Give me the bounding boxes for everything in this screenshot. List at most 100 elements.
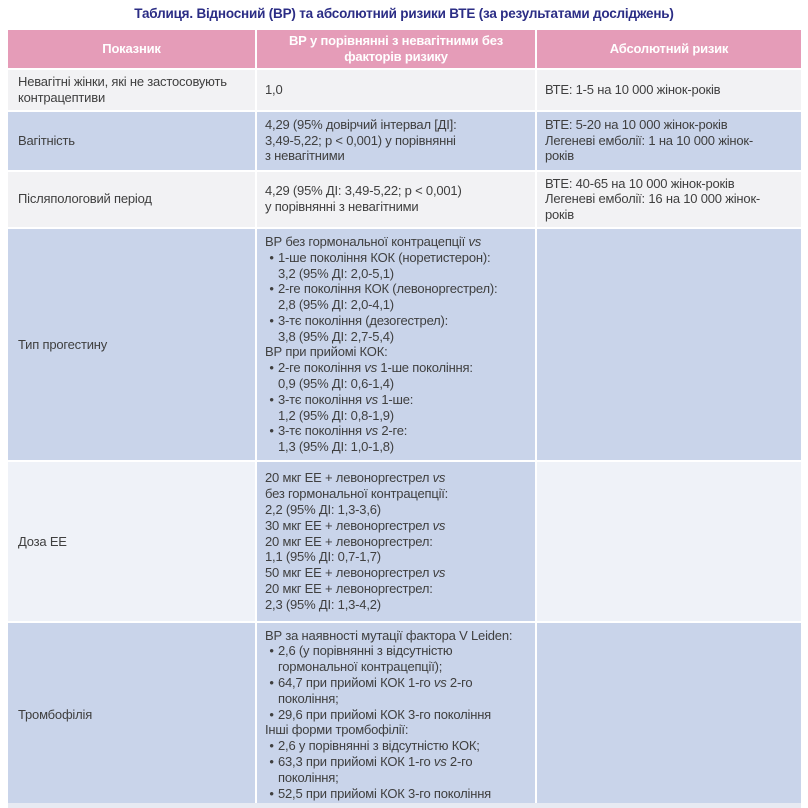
text-line: 3-тє покоління (дезогестрел): (278, 312, 449, 328)
text-line: 50 мкг ЕЕ + левоноргестрел vs (265, 565, 446, 581)
text-line: 2-ге покоління КОК (левоноргестрел): (278, 281, 498, 297)
text-line: 3-тє покоління vs 1-ше: (278, 391, 414, 407)
table-title: Таблиця. Відносний (ВР) та абсолютний ри… (134, 6, 674, 21)
text-line: 29,6 при прийомі КОК 3-го покоління (278, 706, 492, 722)
table-row: Тип прогестину ВР без гормональної контр… (8, 228, 801, 462)
text-line: покоління; (278, 769, 339, 785)
bullet-item: • 63,3 при прийомі КОК 1-го vs 2-го поколі… (265, 754, 472, 786)
relative-risk-cell: 4,29 (95% ДІ: 3,49-5,22; p < 0,001) у пор… (257, 171, 537, 227)
text-line: ВР при прийомі КОК: (265, 344, 388, 360)
relative-risk-cell: 1,0 (257, 69, 537, 110)
text-line: 4,29 (95% ДІ: 3,49-5,22; p < 0,001) (265, 183, 462, 199)
text-line: Вагітність (18, 132, 75, 148)
relative-risk-cell: 20 мкг ЕЕ + левоноргестрел vs без гормона… (257, 461, 537, 621)
next-row-edge (8, 803, 801, 808)
text-line: 20 мкг ЕЕ + левоноргестрел: (265, 580, 433, 596)
absolute-risk-cell (537, 228, 801, 460)
text-line: 2-ге покоління vs 1-ше покоління: (278, 360, 473, 376)
text-line: 1,0 (265, 81, 283, 97)
text-line: 3,49-5,22; p < 0,001) у порівнянні (265, 132, 456, 148)
text-line: Легеневі емболії: 1 на 10 000 жінок- (545, 132, 754, 148)
bullet-icon: • (269, 391, 274, 407)
text-line: Тромбофілія (18, 706, 93, 722)
text-line: Інші форми тромбофілії: (265, 722, 409, 738)
text-line: років (545, 207, 574, 223)
text-line: 0,9 (95% ДІ: 0,6-1,4) (278, 376, 394, 392)
text-line: 1,3 (95% ДІ: 1,0-1,8) (278, 439, 394, 455)
absolute-risk-cell (537, 461, 801, 621)
text-line: 1,1 (95% ДІ: 0,7-1,7) (265, 549, 381, 565)
bullet-icon: • (269, 643, 274, 659)
bullet-item: • 1-ше покоління КОК (норетистерон): 3,2 (… (265, 250, 490, 282)
bullet-icon: • (269, 249, 274, 265)
indicator-cell: Післяпологовий період (8, 171, 257, 227)
indicator-cell: Вагітність (8, 111, 257, 170)
text-line: Післяпологовий період (18, 191, 152, 207)
text-line: 63,3 при прийомі КОК 1-го vs 2-го (278, 753, 473, 769)
text-line: ВТЕ: 5-20 на 10 000 жінок-років (545, 116, 728, 132)
text-line: гормональної контрацепції); (278, 659, 443, 675)
text-line: покоління; (278, 690, 339, 706)
relative-risk-cell: 4,29 (95% довірчий інтервал [ДІ]: 3,49-5,… (257, 111, 537, 170)
text-line: 3,2 (95% ДІ: 2,0-5,1) (278, 265, 394, 281)
text-line: 2,8 (95% ДІ: 2,0-4,1) (278, 297, 394, 313)
absolute-risk-cell (537, 622, 801, 806)
text-line: років (545, 148, 574, 164)
table-header-row: Показник ВР у порівнянні з невагітними б… (8, 30, 801, 70)
table-row: Тромбофілія ВР за наявності мутації факт… (8, 622, 801, 808)
text-line: 52,5 при прийомі КОК 3-го покоління (278, 785, 492, 801)
bullet-item: • 64,7 при прийомі КОК 1-го vs 2-го поколі… (265, 675, 472, 707)
table-row: Післяпологовий період 4,29 (95% ДІ: 3,49… (8, 171, 801, 229)
text-line: Доза ЕЕ (18, 533, 67, 549)
bullet-item: • 2,6 (у порівнянні з відсутністю гормонал… (265, 643, 452, 675)
text-line: 2,6 у порівнянні з відсутністю КОК; (278, 738, 480, 754)
text-line: ВР без гормональної контрацепції vs (265, 233, 482, 249)
indicator-cell: Тромбофілія (8, 622, 257, 806)
text-line: 20 мкг ЕЕ + левоноргестрел vs (265, 470, 446, 486)
table-row: Невагітні жінки, які не застосовують конт… (8, 69, 801, 112)
text-line: 64,7 при прийомі КОК 1-го vs 2-го (278, 674, 473, 690)
header-cell-indicator: Показник (8, 30, 257, 68)
absolute-risk-cell: ВТЕ: 40-65 на 10 000 жінок-років Легеневі… (537, 171, 801, 227)
table-body: Невагітні жінки, які не застосовують конт… (8, 69, 801, 808)
table-row: Доза ЕЕ 20 мкг ЕЕ + левоноргестрел vs без… (8, 461, 801, 623)
bullet-item: • 3-тє покоління (дезогестрел): 3,8 (95% Д… (265, 313, 448, 345)
risk-table: Показник ВР у порівнянні з невагітними б… (8, 30, 801, 808)
text-line: Тип прогестину (18, 336, 108, 352)
text-line: 2,6 (у порівнянні з відсутністю (278, 643, 453, 659)
text-line: 2,3 (95% ДІ: 1,3-4,2) (265, 596, 381, 612)
bullet-icon: • (269, 785, 274, 801)
bullet-icon: • (269, 706, 274, 722)
bullet-item: • 2-ге покоління КОК (левоноргестрел): 2,8… (265, 281, 497, 313)
bullet-item: • 29,6 при прийомі КОК 3-го покоління (265, 707, 491, 723)
text-line: без гормональної контрацепції: (265, 486, 449, 502)
text-line: 30 мкг ЕЕ + левоноргестрел vs (265, 517, 446, 533)
text-line: 4,29 (95% довірчий інтервал [ДІ]: (265, 116, 457, 132)
text-line: ВТЕ: 1-5 на 10 000 жінок-років (545, 81, 721, 97)
relative-risk-cell: ВР за наявності мутації фактора V Leiden… (257, 622, 537, 806)
text-line: ВР за наявності мутації фактора V Leiden… (265, 627, 513, 643)
absolute-risk-cell: ВТЕ: 5-20 на 10 000 жінок-років Легеневі … (537, 111, 801, 170)
relative-risk-cell: ВР без гормональної контрацепції vs • 1-ше… (257, 228, 537, 460)
bullet-item: • 2-ге покоління vs 1-ше покоління: 0,9 (9… (265, 360, 473, 392)
text-line: 3,8 (95% ДІ: 2,7-5,4) (278, 328, 394, 344)
text-line: у порівнянні з невагітними (265, 199, 419, 215)
header-cell-relative-risk: ВР у порівнянні з невагітними без фактор… (257, 30, 537, 68)
text-line: з невагітними (265, 148, 345, 164)
text-line: ВТЕ: 40-65 на 10 000 жінок-років (545, 175, 735, 191)
bullet-item: • 3-тє покоління vs 2-ге: 1,3 (95% ДІ: 1,0… (265, 423, 407, 455)
bullet-item: • 2,6 у порівнянні з відсутністю КОК; (265, 738, 480, 754)
table-row: Вагітність 4,29 (95% довірчий інтервал [… (8, 111, 801, 172)
text-line: 2,2 (95% ДІ: 1,3-3,6) (265, 501, 381, 517)
text-line: 1-ше покоління КОК (норетистерон): (278, 249, 491, 265)
bullet-icon: • (269, 738, 274, 754)
indicator-cell: Доза ЕЕ (8, 461, 257, 621)
indicator-cell: Невагітні жінки, які не застосовують конт… (8, 69, 257, 110)
indicator-cell: Тип прогестину (8, 228, 257, 460)
bullet-icon: • (269, 753, 274, 769)
text-line: Невагітні жінки, які не застосовують (18, 73, 227, 89)
text-line: Легеневі емболії: 16 на 10 000 жінок- (545, 191, 761, 207)
bullet-item: • 52,5 при прийомі КОК 3-го покоління (265, 786, 491, 802)
bullet-icon: • (269, 674, 274, 690)
